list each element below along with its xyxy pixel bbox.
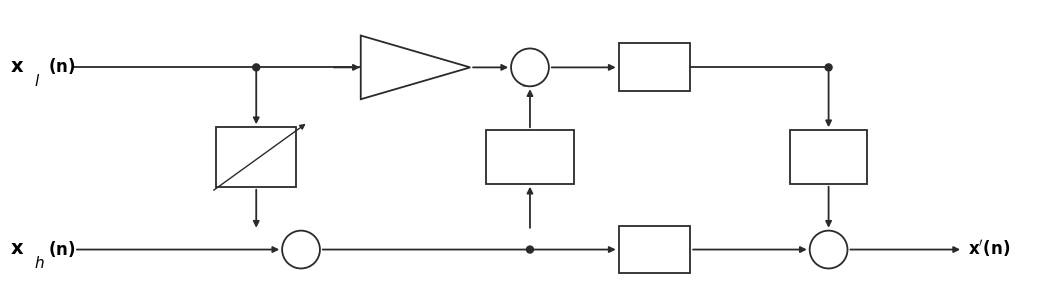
Text: $l$: $l$ (35, 73, 41, 89)
Circle shape (810, 231, 847, 268)
Text: $\mathbf{(n)}$: $\mathbf{(n)}$ (48, 239, 75, 259)
Text: $+$: $+$ (523, 58, 537, 76)
Circle shape (526, 246, 533, 253)
Text: 2: 2 (399, 58, 412, 77)
Circle shape (253, 64, 259, 71)
Bar (790, 130, 867, 184)
Text: $\mathbf{A(z)}$: $\mathbf{A(z)}$ (510, 147, 549, 167)
Bar (486, 130, 574, 184)
Text: $\mathbf{(n)}$: $\mathbf{(n)}$ (48, 56, 75, 76)
Polygon shape (361, 36, 471, 99)
Text: $-$: $-$ (520, 75, 535, 93)
Text: $+$: $+$ (294, 241, 309, 259)
Text: $h$: $h$ (35, 255, 45, 271)
Text: $\mathbf{B_1}$: $\mathbf{B_1}$ (235, 146, 262, 168)
Bar (618, 43, 690, 91)
Circle shape (825, 64, 832, 71)
Text: $+$: $+$ (821, 241, 836, 259)
Text: $\uparrow\!2$: $\uparrow\!2$ (640, 241, 668, 259)
Circle shape (511, 49, 549, 86)
Text: $\mathbf{x'(n)}$: $\mathbf{x'(n)}$ (968, 238, 1010, 259)
Circle shape (282, 231, 320, 268)
Text: $\uparrow\!2$: $\uparrow\!2$ (640, 58, 668, 76)
Text: $\mathbf{x}$: $\mathbf{x}$ (10, 57, 25, 76)
Text: $z^{-1}$: $z^{-1}$ (817, 147, 844, 167)
Bar (618, 226, 690, 273)
Bar (217, 127, 296, 187)
Text: $\mathbf{x}$: $\mathbf{x}$ (10, 239, 25, 258)
